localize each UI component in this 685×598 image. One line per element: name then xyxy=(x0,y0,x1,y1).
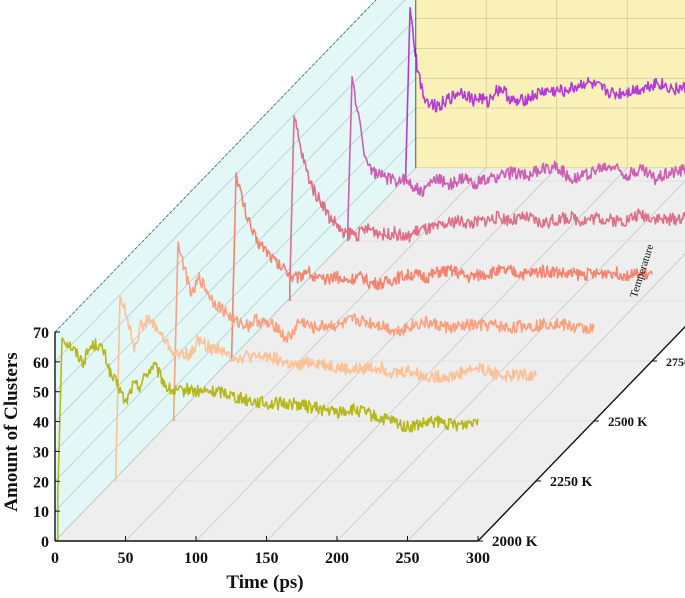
x-tick-label: 300 xyxy=(466,550,490,567)
x-tick-label: 150 xyxy=(255,550,279,567)
x-tick-label: 250 xyxy=(396,550,420,567)
series-line-3500-K xyxy=(404,7,685,181)
series-line-2750-K xyxy=(231,172,653,361)
y-axis-title: Amount of Clusters xyxy=(1,352,22,511)
series-line-3000-K xyxy=(288,115,685,301)
back-wall-border xyxy=(415,0,417,168)
x-tick-label: 100 xyxy=(184,550,208,567)
left-wall-gridline xyxy=(54,107,417,482)
left-wall-gridline xyxy=(54,77,417,452)
y-tick-label: 30 xyxy=(33,444,49,461)
floor-gridline-x xyxy=(266,167,628,542)
y-tick-label: 20 xyxy=(33,474,49,491)
y-tick-label: 60 xyxy=(33,355,49,372)
series-line-2000-K xyxy=(56,337,479,541)
back-wall-plane xyxy=(415,0,685,168)
left-wall-plane xyxy=(55,0,416,541)
x-tick-label: 200 xyxy=(325,550,349,567)
z-tick-label: 2250 K xyxy=(550,475,593,490)
plot-planes xyxy=(55,0,685,541)
y-tick-label: 10 xyxy=(33,504,49,521)
x-axis-title: Time (ps) xyxy=(226,572,303,593)
y-tick-label: 70 xyxy=(33,325,49,342)
left-wall-top-edge xyxy=(54,0,377,333)
z-tick-label: 2500 K xyxy=(608,414,648,429)
z-tick-label: 2750 K xyxy=(666,355,685,369)
series-lines xyxy=(56,7,685,541)
series-line-2500-K xyxy=(173,241,595,421)
floor-plane xyxy=(55,167,685,541)
z-tick-label: 2000 K xyxy=(492,534,538,550)
left-wall-gridline xyxy=(54,137,417,512)
x-tick-label: 50 xyxy=(118,550,134,567)
floor-gridline-x xyxy=(407,253,685,542)
y-tick-label: 50 xyxy=(33,385,49,402)
x-tick-label: 0 xyxy=(51,550,59,567)
y-tick-label: 0 xyxy=(41,534,49,551)
series-line-3250-K xyxy=(346,76,685,241)
floor-gridline-x xyxy=(195,167,558,542)
z-axis-line xyxy=(477,325,685,542)
y-tick-label: 40 xyxy=(33,415,49,432)
floor-gridline-x xyxy=(336,180,685,542)
series-line-2250-K xyxy=(115,295,537,481)
